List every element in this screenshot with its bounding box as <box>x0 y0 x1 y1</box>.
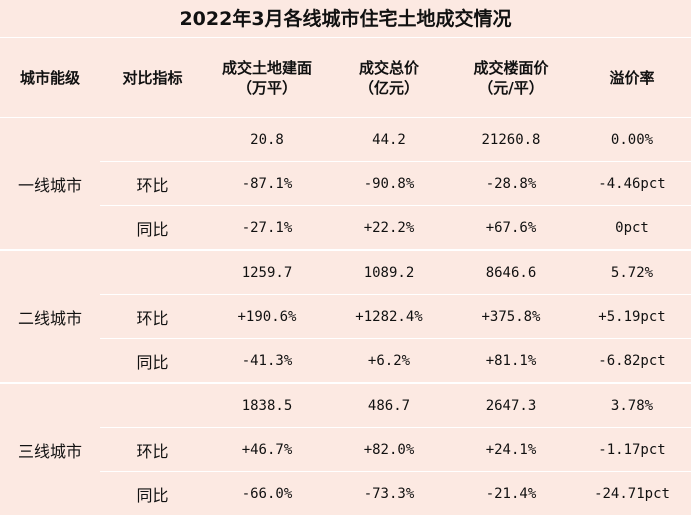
area-cell: +46.7% <box>205 427 329 472</box>
header-city-tier: 城市能级 <box>0 38 100 118</box>
header-row: 城市能级 对比指标 成交土地建面 （万平） 成交总价 （亿元） 成交楼面价 （元… <box>0 38 691 118</box>
area-cell: -41.3% <box>205 338 329 384</box>
total-price-cell: 486.7 <box>329 383 449 428</box>
floor-price-cell: -28.8% <box>449 161 573 206</box>
header-total-price: 成交总价 （亿元） <box>329 38 449 118</box>
table-row: 环比 -87.1% -90.8% -28.8% -4.46pct <box>0 161 691 206</box>
header-comparison-index: 对比指标 <box>100 38 205 118</box>
premium-cell: 3.78% <box>573 383 691 428</box>
header-total-price-line1: 成交总价 <box>358 58 419 77</box>
index-cell: 环比 <box>100 294 205 339</box>
header-floor-price-unit: （元/平） <box>478 78 544 97</box>
index-cell: 同比 <box>100 338 205 384</box>
total-price-cell: -90.8% <box>329 161 449 206</box>
header-premium-rate: 溢价率 <box>573 38 691 118</box>
floor-price-cell: +375.8% <box>449 294 573 339</box>
city-tier-cell: 二线城市 <box>0 250 100 384</box>
total-price-cell: +82.0% <box>329 427 449 472</box>
table-row: 同比 -66.0% -73.3% -21.4% -24.71pct <box>0 471 691 517</box>
area-cell: 20.8 <box>205 117 329 162</box>
floor-price-cell: +67.6% <box>449 205 573 251</box>
area-cell: +190.6% <box>205 294 329 339</box>
premium-cell: 0.00% <box>573 117 691 162</box>
index-cell: 环比 <box>100 161 205 206</box>
total-price-cell: -73.3% <box>329 471 449 517</box>
index-cell <box>100 383 205 428</box>
index-cell <box>100 117 205 162</box>
floor-price-cell: +24.1% <box>449 427 573 472</box>
city-tier-cell: 一线城市 <box>0 117 100 251</box>
table-row: 同比 -27.1% +22.2% +67.6% 0pct <box>0 205 691 251</box>
premium-cell: 5.72% <box>573 250 691 295</box>
floor-price-cell: 2647.3 <box>449 383 573 428</box>
header-total-price-unit: （亿元） <box>358 78 419 97</box>
table-row: 三线城市 1838.5 486.7 2647.3 3.78% <box>0 383 691 517</box>
header-land-area-line1: 成交土地建面 <box>221 58 312 77</box>
area-cell: 1838.5 <box>205 383 329 428</box>
total-price-cell: +1282.4% <box>329 294 449 339</box>
floor-price-cell: +81.1% <box>449 338 573 384</box>
total-price-cell: 1089.2 <box>329 250 449 295</box>
floor-price-cell: 8646.6 <box>449 250 573 295</box>
premium-cell: +5.19pct <box>573 294 691 339</box>
premium-cell: -1.17pct <box>573 427 691 472</box>
premium-cell: -24.71pct <box>573 471 691 517</box>
total-price-cell: 44.2 <box>329 117 449 162</box>
land-transaction-table: 城市能级 对比指标 成交土地建面 （万平） 成交总价 （亿元） 成交楼面价 （元… <box>0 38 691 517</box>
total-price-cell: +22.2% <box>329 205 449 251</box>
table-row: 二线城市 1259.7 1089.2 8646.6 5.72% <box>0 250 691 384</box>
floor-price-cell: 21260.8 <box>449 117 573 162</box>
table-row: 环比 +190.6% +1282.4% +375.8% +5.19pct <box>0 294 691 339</box>
table-row: 同比 -41.3% +6.2% +81.1% -6.82pct <box>0 338 691 384</box>
area-cell: -87.1% <box>205 161 329 206</box>
index-cell: 同比 <box>100 471 205 517</box>
index-cell: 环比 <box>100 427 205 472</box>
table-row: 环比 +46.7% +82.0% +24.1% -1.17pct <box>0 427 691 472</box>
total-price-cell: +6.2% <box>329 338 449 384</box>
city-tier-cell: 三线城市 <box>0 383 100 517</box>
premium-cell: 0pct <box>573 205 691 251</box>
premium-cell: -4.46pct <box>573 161 691 206</box>
header-land-area: 成交土地建面 （万平） <box>205 38 329 118</box>
index-cell <box>100 250 205 295</box>
floor-price-cell: -21.4% <box>449 471 573 517</box>
premium-cell: -6.82pct <box>573 338 691 384</box>
header-floor-price: 成交楼面价 （元/平） <box>449 38 573 118</box>
header-floor-price-line1: 成交楼面价 <box>473 58 549 77</box>
table-title: 2022年3月各线城市住宅土地成交情况 <box>0 0 691 38</box>
index-cell: 同比 <box>100 205 205 251</box>
area-cell: -66.0% <box>205 471 329 517</box>
area-cell: 1259.7 <box>205 250 329 295</box>
table-row: 一线城市 20.8 44.2 21260.8 0.00% <box>0 117 691 251</box>
header-land-area-unit: （万平） <box>236 78 297 97</box>
area-cell: -27.1% <box>205 205 329 251</box>
